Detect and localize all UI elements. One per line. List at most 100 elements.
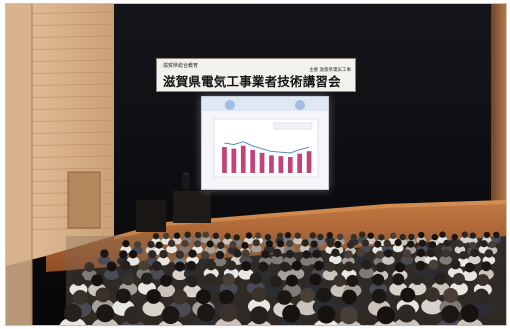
slide-bar [278, 156, 284, 173]
audience-member-head [302, 250, 311, 259]
audience-member-head [469, 232, 477, 239]
audience-member-head [459, 251, 468, 260]
audience-member-head [63, 303, 82, 322]
slide-bar [240, 145, 246, 173]
audience-member-head [222, 273, 235, 286]
audience-member-head [452, 273, 465, 285]
audience-member-head [226, 260, 237, 271]
side-table [136, 200, 166, 232]
audience-member-head [206, 240, 214, 248]
slide-bars [222, 145, 312, 173]
audience-member-head [336, 233, 344, 240]
audience-member-head [474, 288, 489, 304]
audience-crowd [59, 231, 502, 325]
audience-member-head [483, 231, 491, 239]
audience-member-head [134, 241, 142, 249]
audience-member-head [140, 272, 153, 285]
audience-member-head [122, 273, 135, 286]
audience-member-head [264, 234, 272, 241]
audience-member-head [367, 232, 374, 239]
audience-member-head [84, 262, 95, 272]
audience-member-head [265, 240, 273, 248]
audience-member-head [378, 234, 385, 241]
banner-organizer: 主催 滋賀県電気工事 [309, 68, 351, 73]
audience-member-head [159, 250, 168, 259]
audience-member-body [157, 283, 176, 297]
audience-member-head [196, 289, 211, 305]
audience-member-head [342, 289, 357, 305]
audience-member-head [245, 232, 253, 239]
audience-member-head [151, 261, 162, 271]
audience-member-head [181, 240, 189, 248]
audience-member-head [384, 249, 393, 258]
audience-member-body [421, 298, 444, 315]
audience-member-head [392, 273, 405, 286]
audience-member-head [372, 273, 385, 286]
audience-member-head [374, 240, 382, 248]
audience-member-head [390, 232, 397, 239]
audience-member-head [277, 290, 292, 305]
audience-member-head [428, 241, 437, 249]
audience-member-head [418, 239, 426, 247]
audience-member-head [251, 287, 267, 302]
audience-member-head [186, 260, 197, 271]
audience-member-head [138, 260, 149, 271]
audience-member-head [100, 249, 109, 258]
audience-member-head [175, 250, 184, 259]
audience-member-head [399, 233, 406, 241]
audience-member-head [301, 239, 309, 247]
slide-bar [231, 148, 237, 173]
audience-member-head [197, 303, 216, 322]
audience-member-head [249, 272, 262, 285]
audience-member-head [215, 250, 225, 260]
event-banner: 滋賀県総合教育 滋賀県電気工事業者技術講習会 主催 滋賀県電気工事 [156, 58, 356, 92]
audience-member-head [241, 241, 249, 250]
audience-member-head [250, 306, 269, 325]
audience-member-body [392, 244, 404, 253]
audience-member-body [250, 244, 262, 253]
audience-member-head [285, 274, 298, 287]
audience-member-head [233, 234, 240, 241]
audience-member-head [96, 304, 115, 323]
audience-member-head [299, 287, 315, 303]
audience-member-body [142, 300, 165, 317]
audience-member-head [344, 261, 354, 272]
audience-member-head [450, 259, 461, 270]
audience-member-head [407, 240, 415, 248]
slide-bar [269, 155, 274, 173]
audience-member-head [273, 248, 282, 258]
audience-member-head [451, 233, 458, 241]
audience-member-head [219, 303, 238, 322]
audience-member-body [329, 254, 342, 265]
audience-member-head [441, 305, 460, 324]
audience-member-head [95, 287, 111, 303]
audience-member-head [269, 275, 282, 288]
audience-member-head [72, 273, 85, 286]
audience-member-head [371, 288, 387, 304]
audience-member-head [470, 248, 479, 258]
audience-member-head [317, 305, 336, 324]
audience-member-head [91, 274, 104, 287]
audience-member-head [194, 231, 202, 239]
audience-member-head [314, 260, 324, 271]
audience-member-head [294, 232, 301, 239]
audience-member-head [493, 231, 500, 238]
audience-member-head [395, 262, 405, 273]
audience-member-head [428, 259, 439, 270]
audience-member-body [468, 237, 478, 245]
audience-member-head [356, 248, 365, 257]
lectern [173, 191, 211, 223]
audience-member-head [456, 240, 464, 248]
audience-member-head [346, 274, 359, 287]
audience-member-head [400, 287, 416, 303]
audience-member-body [468, 255, 481, 265]
audience-member-head [233, 249, 242, 258]
audience-member-head [461, 231, 468, 238]
audience-member-head [161, 306, 180, 325]
audience-member-head [434, 272, 447, 285]
audience-member-head [173, 232, 181, 239]
audience-member-head [162, 232, 170, 240]
audience-member-head [255, 232, 262, 239]
banner-title: 滋賀県電気工事業者技術講習会 [163, 74, 341, 89]
audience-member-head [309, 232, 316, 239]
